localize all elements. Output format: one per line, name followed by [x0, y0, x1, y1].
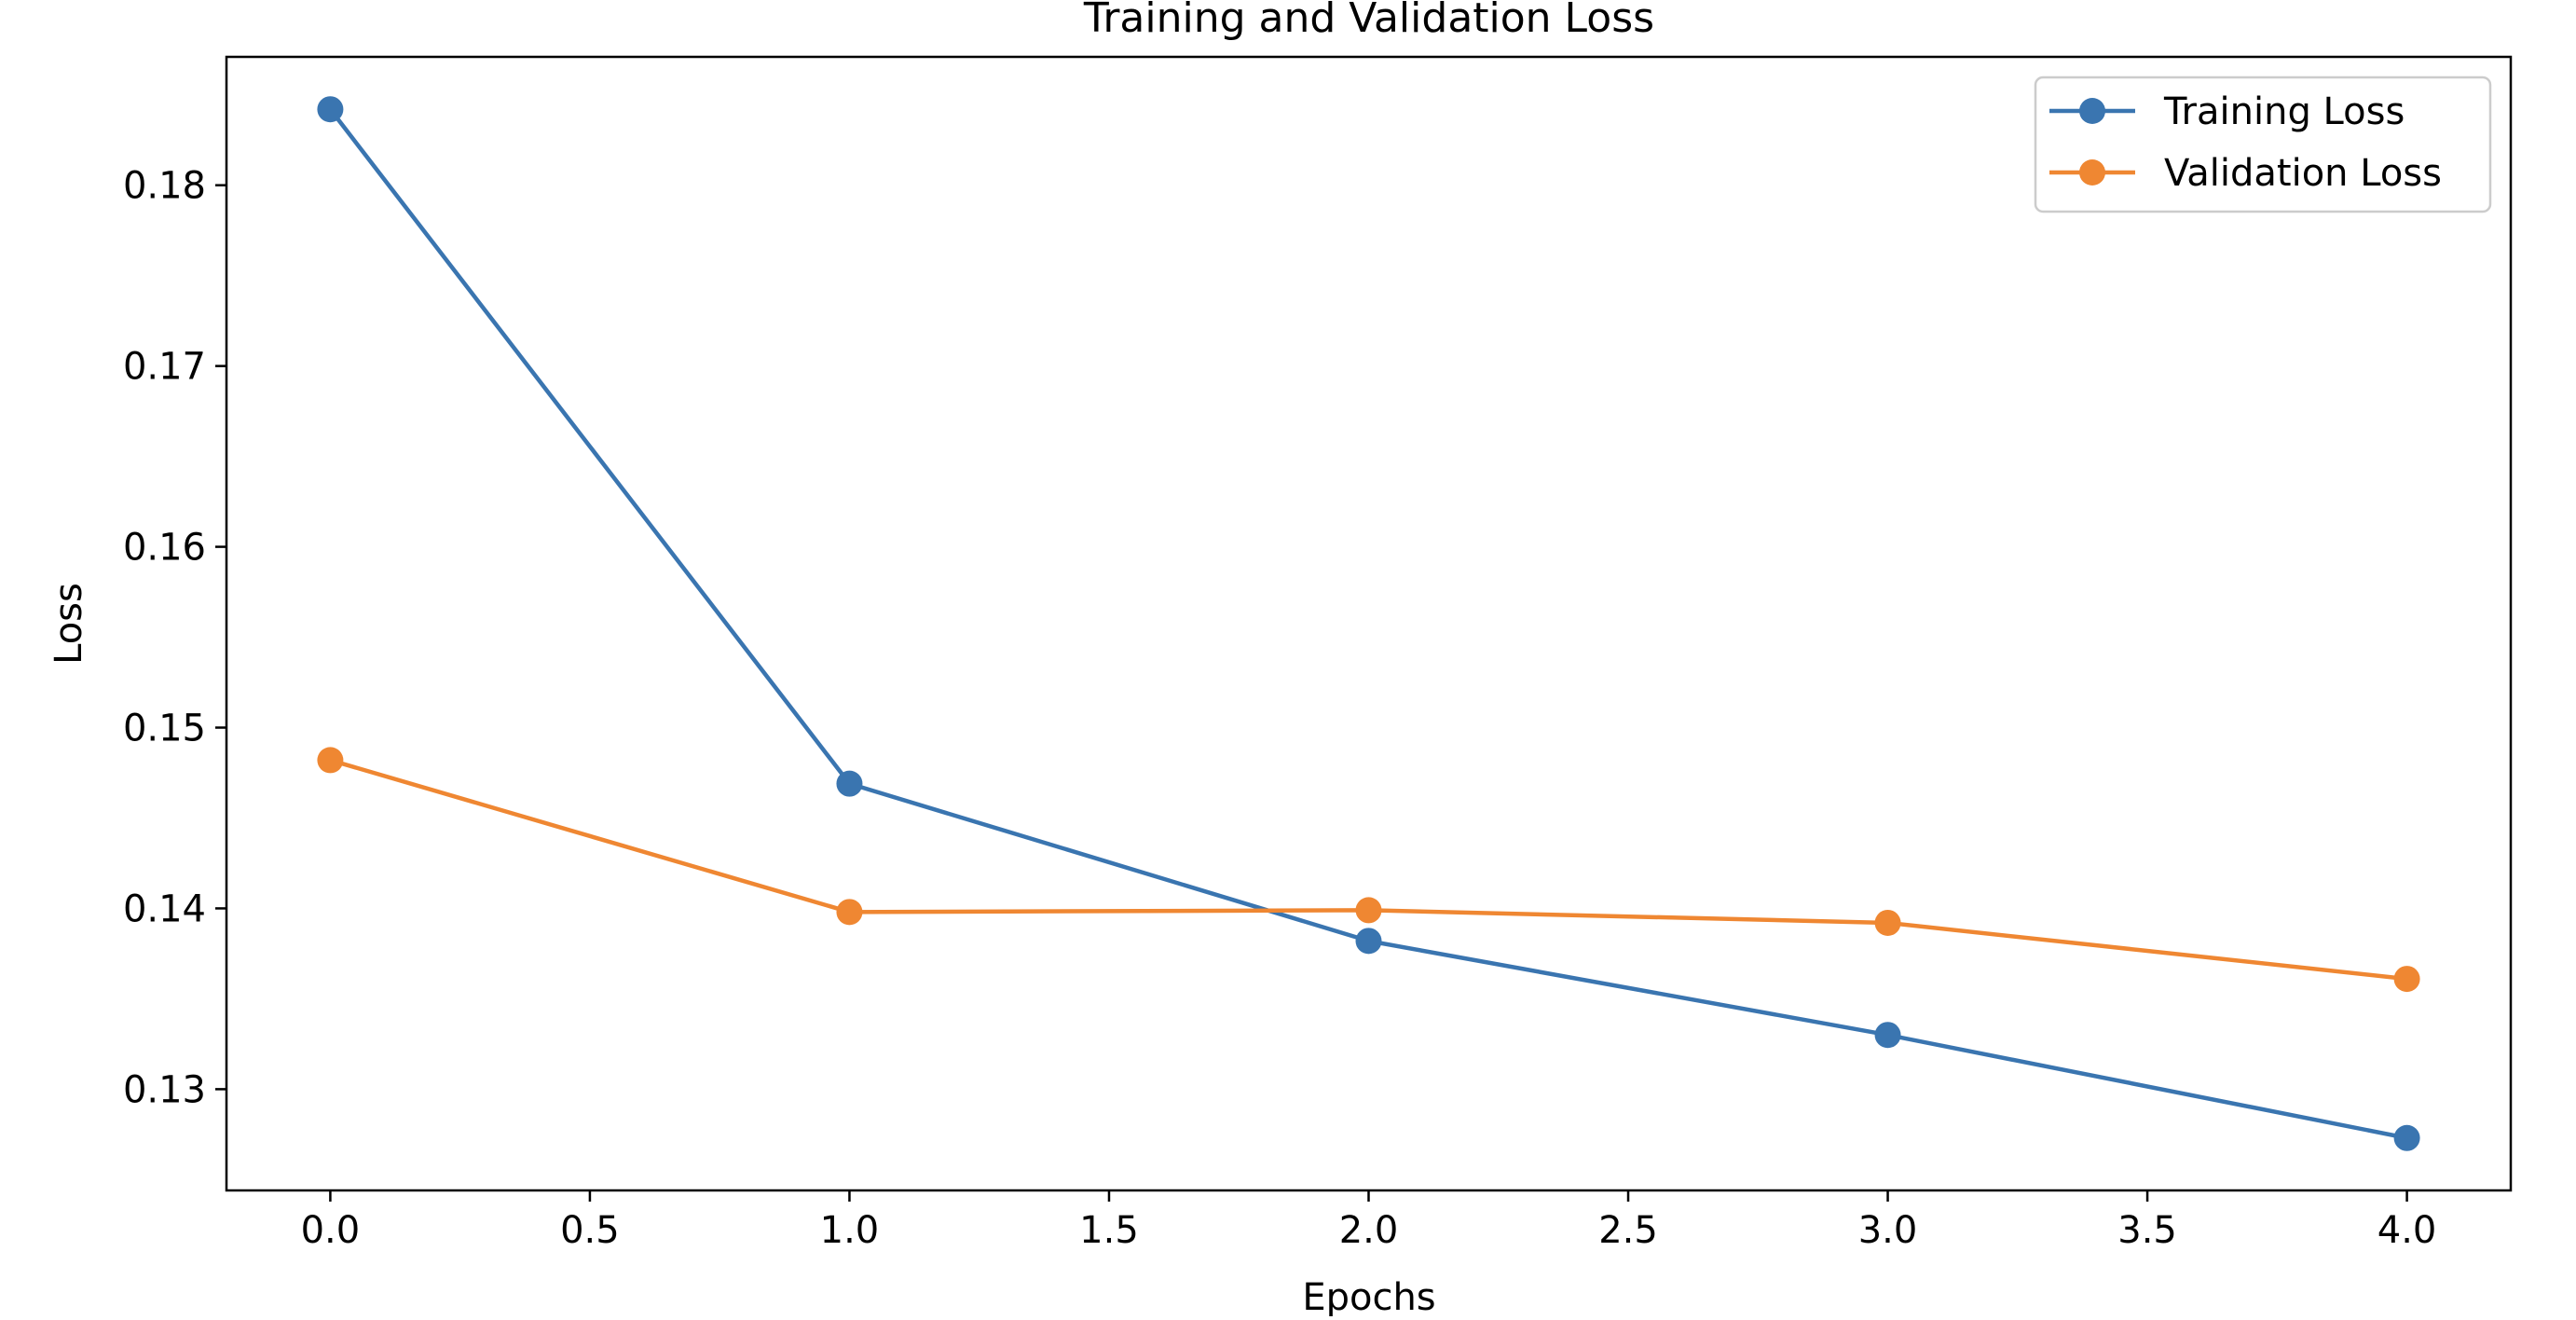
y-tick-label: 0.15 [123, 708, 206, 750]
y-tick-label: 0.17 [123, 346, 206, 389]
validation-loss-series [317, 747, 2420, 993]
x-tick-label: 0.0 [301, 1209, 361, 1252]
y-tick-label: 0.13 [123, 1068, 206, 1111]
validation-loss-point [317, 747, 344, 774]
legend-marker [2079, 159, 2105, 186]
training-loss-point [2393, 1124, 2420, 1151]
training-loss-point [1355, 928, 1382, 955]
validation-loss-point [2393, 966, 2420, 993]
training-loss-line [328, 107, 2408, 1140]
training-loss-point [836, 770, 863, 797]
y-axis: 0.13 0.14 0.15 0.16 0.17 0.18 [123, 165, 226, 1111]
plot-area [317, 96, 2420, 1151]
chart-title: Training and Validation Loss [1083, 0, 1654, 42]
x-tick-label: 1.0 [820, 1209, 880, 1252]
validation-loss-point [1874, 909, 1901, 936]
legend-marker [2079, 98, 2105, 124]
x-tick-label: 0.5 [560, 1209, 620, 1252]
y-tick-label: 0.16 [123, 527, 206, 570]
y-tick-label: 0.14 [123, 887, 206, 930]
training-loss-point [1874, 1022, 1901, 1049]
x-tick-label: 2.0 [1339, 1209, 1399, 1252]
plot-frame [225, 55, 2513, 1192]
training-loss-point [317, 96, 344, 123]
x-tick-label: 2.5 [1598, 1209, 1658, 1252]
legend-label: Training Loss [2163, 90, 2405, 133]
x-tick-label: 3.5 [2117, 1209, 2177, 1252]
training-loss-series [317, 96, 2420, 1151]
y-axis-label: Loss [48, 583, 90, 665]
x-tick-label: 4.0 [2377, 1209, 2437, 1252]
legend-entry: Validation Loss [2049, 152, 2442, 195]
legend-box [2034, 76, 2492, 213]
y-tick-label: 0.18 [123, 165, 206, 208]
x-axis-label: Epochs [1302, 1276, 1435, 1316]
x-axis: 0.0 0.5 1.0 1.5 2.0 2.5 3.0 3.5 4.0 [301, 1190, 2437, 1252]
x-tick-label: 3.0 [1858, 1209, 1918, 1252]
validation-loss-point [836, 899, 863, 926]
legend-entry: Training Loss [2049, 90, 2405, 133]
legend: Training Loss Validation Loss [2034, 76, 2492, 213]
x-tick-label: 1.5 [1079, 1209, 1139, 1252]
validation-loss-point [1355, 897, 1382, 924]
legend-label: Validation Loss [2164, 152, 2442, 195]
